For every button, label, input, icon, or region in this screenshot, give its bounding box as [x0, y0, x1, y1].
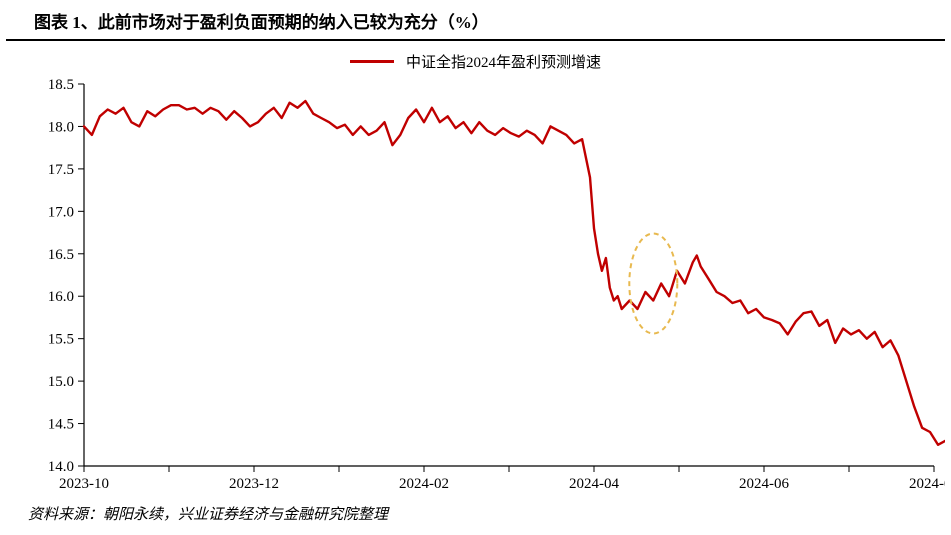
svg-text:2024-02: 2024-02: [399, 476, 449, 492]
svg-text:15.0: 15.0: [48, 374, 74, 390]
svg-text:2024-04: 2024-04: [569, 476, 619, 492]
svg-text:17.5: 17.5: [48, 162, 74, 178]
svg-text:14.5: 14.5: [48, 417, 74, 433]
chart-title: 图表 1、此前市场对于盈利负面预期的纳入已较为充分（%）: [6, 0, 945, 41]
title-text: 图表 1、此前市场对于盈利负面预期的纳入已较为充分（%）: [34, 13, 489, 32]
svg-text:2023-12: 2023-12: [229, 476, 279, 492]
svg-text:2024-08: 2024-08: [909, 476, 945, 492]
source-line: 资料来源：朝阳永续，兴业证券经济与金融研究院整理: [0, 499, 951, 524]
source-text: 资料来源：朝阳永续，兴业证券经济与金融研究院整理: [28, 507, 388, 523]
legend-swatch: [350, 60, 394, 63]
svg-text:16.0: 16.0: [48, 289, 74, 305]
chart-area: 14.0 14.5 15.0 15.5 16.0 16.5 17.0 17.5 18.0 18.5…: [6, 74, 945, 499]
svg-text:14.0: 14.0: [48, 459, 74, 475]
svg-text:15.5: 15.5: [48, 332, 74, 348]
svg-text:18.0: 18.0: [48, 119, 74, 135]
svg-text:2023-10: 2023-10: [59, 476, 109, 492]
legend: 中证全指2024年盈利预测增速: [0, 45, 951, 74]
svg-text:16.5: 16.5: [48, 247, 74, 263]
svg-text:17.0: 17.0: [48, 204, 74, 220]
line-chart: 14.0 14.5 15.0 15.5 16.0 16.5 17.0 17.5 18.0 18.5…: [6, 74, 945, 494]
svg-text:2024-06: 2024-06: [739, 476, 789, 492]
legend-label: 中证全指2024年盈利预测增速: [406, 55, 601, 71]
svg-text:18.5: 18.5: [48, 77, 74, 93]
